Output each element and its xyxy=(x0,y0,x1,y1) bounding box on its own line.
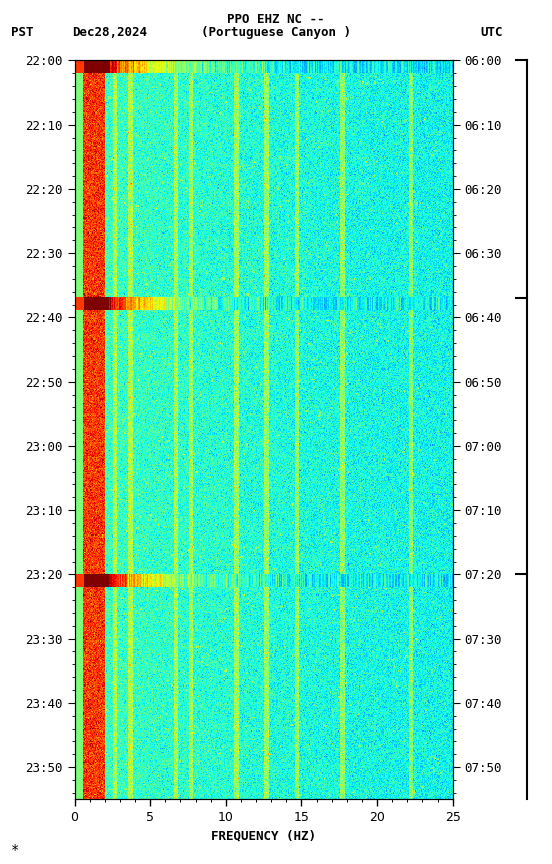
Text: PST: PST xyxy=(11,26,34,39)
Text: PPO EHZ NC --: PPO EHZ NC -- xyxy=(227,13,325,26)
Text: Dec28,2024: Dec28,2024 xyxy=(72,26,147,39)
Text: *: * xyxy=(11,843,19,857)
Text: (Portuguese Canyon ): (Portuguese Canyon ) xyxy=(201,26,351,39)
Text: UTC: UTC xyxy=(480,26,503,39)
X-axis label: FREQUENCY (HZ): FREQUENCY (HZ) xyxy=(211,829,316,842)
